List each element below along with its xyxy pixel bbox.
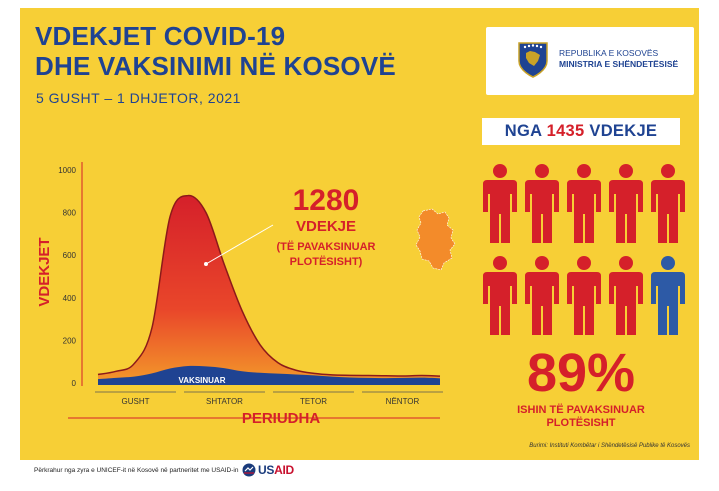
x-tick-label: TETOR xyxy=(300,397,327,406)
annotation-detail-line-1: (TË PAVAKSINUAR xyxy=(277,240,376,253)
x-tick-label: GUSHT xyxy=(122,397,150,406)
deaths-area-chart: 0 200 400 600 800 1000 VDEKJET VAKSINUAR GUSH… xyxy=(36,162,443,427)
y-tick-label: 400 xyxy=(63,294,77,303)
caption-line-2: PLOTËSISHT xyxy=(546,417,616,429)
annotation-number: 1280 xyxy=(293,184,360,217)
x-tick-label: SHTATOR xyxy=(206,397,243,406)
y-tick-label: 0 xyxy=(72,379,77,388)
people-pictogram xyxy=(483,164,685,335)
person-unvaccinated-icon xyxy=(609,256,643,335)
ministry-line-1: REPUBLIKA E KOSOVËS xyxy=(559,48,659,58)
ministry-line-2: MINISTRIA E SHËNDETËSISË xyxy=(559,59,679,69)
kosovo-map-icon xyxy=(415,208,456,271)
person-unvaccinated-icon xyxy=(609,164,643,243)
usaid-wordmark: USAID xyxy=(258,463,294,477)
unvaccinated-percent: 89% xyxy=(526,343,636,403)
total-deaths-area xyxy=(98,195,440,385)
caption-line-1: ISHIN TË PAVAKSINUAR xyxy=(517,404,645,416)
person-unvaccinated-icon xyxy=(483,256,517,335)
person-unvaccinated-icon xyxy=(651,164,685,243)
annotation-pointer xyxy=(205,224,274,265)
date-range: 5 GUSHT – 1 DHJETOR, 2021 xyxy=(36,90,241,106)
y-tick-label: 600 xyxy=(63,251,77,260)
x-tick-label: NËNTOR xyxy=(386,397,420,406)
unvaccinated-caption: ISHIN TË PAVAKSINUAR PLOTËSISHT xyxy=(482,404,680,430)
y-tick-label: 1000 xyxy=(58,166,76,175)
x-axis: GUSHT SHTATOR TETOR NËNTOR xyxy=(68,391,443,419)
total-deaths-line xyxy=(97,194,441,377)
source-note: Burimi: Instituti Kombëtar i Shëndetësis… xyxy=(529,443,690,449)
x-axis-label: PERIUDHA xyxy=(242,410,321,427)
y-axis: 0 200 400 600 800 1000 xyxy=(58,162,83,388)
person-unvaccinated-icon xyxy=(567,164,601,243)
vaccinated-deaths-area xyxy=(98,365,440,385)
y-axis-label: VDEKJET xyxy=(36,237,53,306)
kosovo-seal-icon xyxy=(518,42,548,78)
annotation-label: VDEKJE xyxy=(296,218,356,235)
annotation-detail-line-2: PLOTËSISHT) xyxy=(290,255,363,268)
ministry-name: REPUBLIKA E KOSOVËS MINISTRIA E SHËNDETË… xyxy=(559,48,678,70)
total-deaths-banner: NGA 1435 VDEKJE xyxy=(482,118,680,145)
usaid-logo: USAID xyxy=(242,462,294,478)
y-tick-label: 200 xyxy=(63,336,77,345)
ministry-logo-box: REPUBLIKA E KOSOVËS MINISTRIA E SHËNDETË… xyxy=(486,27,694,95)
title-line-2: DHE VAKSINIMI NË KOSOVË xyxy=(35,51,396,81)
annotation-dot xyxy=(204,262,208,266)
usaid-aid: AID xyxy=(274,463,294,477)
page-title: VDEKJET COVID-19 DHE VAKSINIMI NË KOSOVË xyxy=(35,21,396,81)
usaid-seal-icon xyxy=(242,463,256,477)
total-deaths-number: 1435 xyxy=(546,122,585,140)
footer-credit: Përkrahur nga zyra e UNICEF-it në Kosovë… xyxy=(34,467,239,474)
person-unvaccinated-icon xyxy=(525,164,559,243)
person-unvaccinated-icon xyxy=(525,256,559,335)
total-suffix: VDEKJE xyxy=(589,122,658,140)
total-prefix: NGA xyxy=(504,122,542,140)
person-unvaccinated-icon xyxy=(483,164,517,243)
person-unvaccinated-icon xyxy=(567,256,601,335)
y-tick-label: 800 xyxy=(63,209,77,218)
title-line-1: VDEKJET COVID-19 xyxy=(35,21,286,51)
vaccinated-series-label: VAKSINUAR xyxy=(179,376,226,385)
person-vaccinated-icon xyxy=(651,256,685,335)
usaid-us: US xyxy=(258,463,275,477)
